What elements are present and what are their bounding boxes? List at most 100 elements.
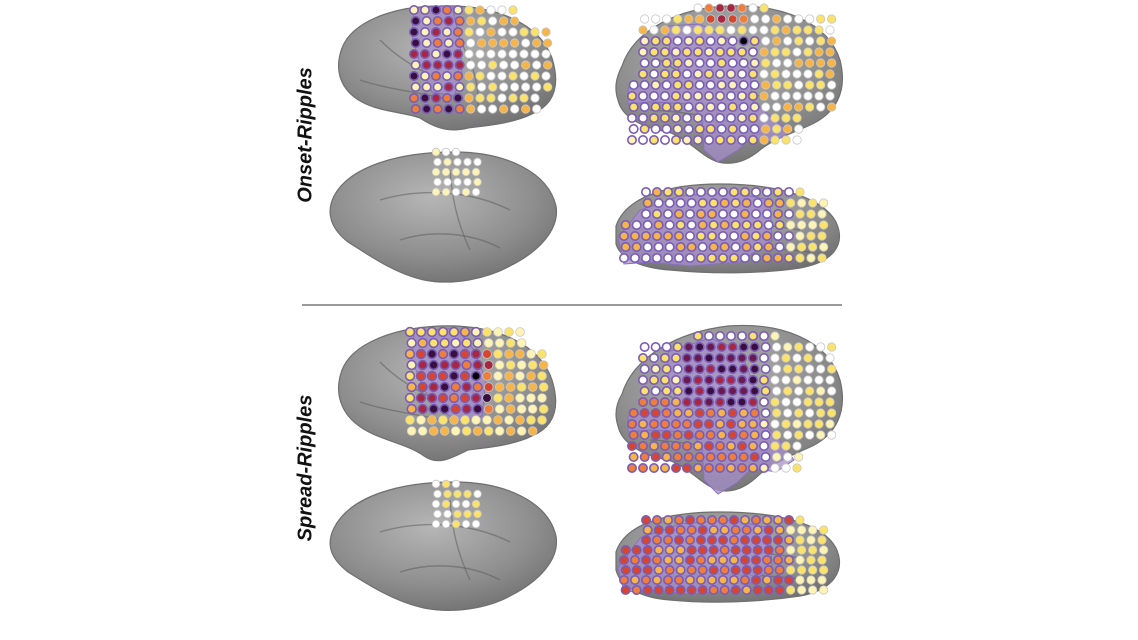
electrode-contact [653, 220, 664, 231]
electrode-contact [673, 231, 684, 242]
electrode-contact [521, 38, 531, 48]
electrode-contact [443, 177, 452, 187]
electrode-contact [758, 352, 769, 363]
electrode-contact [475, 49, 485, 59]
electrode-contact [805, 14, 815, 24]
electrode-contact [672, 124, 683, 135]
electrode-contact [774, 242, 785, 253]
electrode-contact [516, 360, 527, 370]
electrode-contact [805, 36, 815, 46]
electrode-contact [486, 71, 496, 81]
electrode-contact [808, 565, 818, 575]
electrode-contact [432, 15, 443, 26]
electrode-contact [770, 47, 780, 57]
electrode-contact [736, 135, 747, 146]
sulcus-line [359, 79, 451, 101]
electrode-contact [781, 441, 791, 451]
electrode-contact [694, 102, 705, 113]
electrode-contact [716, 57, 727, 68]
electrode-contact [451, 147, 461, 157]
electrode-contact [749, 80, 760, 91]
electrode-contact [648, 352, 659, 363]
electrode-contact [453, 157, 462, 167]
electrode-contact [475, 71, 485, 81]
electrode-contact [803, 353, 813, 363]
sulcus-line [449, 169, 471, 251]
electrode-contact [714, 330, 725, 341]
electrode-contact [686, 544, 697, 555]
electrode-contact [719, 584, 730, 595]
electrode-contact [519, 71, 529, 81]
electrode-contact [803, 25, 813, 35]
electrode-contact [695, 209, 706, 220]
electrode-contact [482, 327, 492, 337]
electrode-contact [716, 341, 727, 352]
electrode-contact [770, 441, 780, 451]
electrode-contact [504, 393, 514, 403]
electrode-contact [497, 93, 507, 103]
electrode-contact [697, 242, 708, 253]
electrode-contact [431, 499, 441, 509]
electrode-contact [410, 82, 421, 93]
electrode-contact [783, 514, 794, 525]
electrode-contact [472, 403, 483, 415]
electrode-contact [759, 91, 769, 101]
electrode-contact [530, 49, 540, 59]
electrode-contact [727, 363, 738, 374]
electrode-contact [692, 374, 703, 385]
electrode-contact [695, 187, 706, 198]
electrode-contact [795, 515, 805, 525]
electrode-contact [760, 407, 771, 418]
electrode-contact [673, 187, 684, 198]
electrode-contact [794, 102, 804, 112]
electrode-contact [705, 407, 716, 418]
electrode-contact [648, 69, 659, 80]
electrode-contact [737, 3, 747, 13]
electrode-contact [651, 574, 662, 585]
electrode-contact [719, 564, 730, 575]
electrode-contact [747, 330, 758, 341]
electrode-contact [783, 231, 794, 242]
electrode-contact [639, 35, 650, 46]
electrode-contact [648, 396, 659, 407]
electrode-contact [662, 554, 673, 565]
electrode-contact [415, 370, 427, 382]
electrode-contact [640, 231, 651, 242]
electrode-contact [659, 462, 670, 473]
electrode-contact [805, 430, 815, 440]
electrode-contact [730, 220, 741, 231]
electrode-contact [651, 231, 662, 242]
electrode-contact [499, 16, 509, 26]
electrode-contact [803, 69, 813, 79]
electrode-contact [741, 544, 752, 555]
electrode-contact [494, 382, 505, 392]
electrode-contact [620, 242, 631, 253]
electrode-contact [703, 462, 714, 473]
electrode-contact [694, 341, 705, 352]
electrode-contact [461, 426, 472, 436]
electrode-contact [428, 337, 439, 349]
electrode-contact [527, 360, 538, 370]
electrode-contact [406, 403, 417, 415]
electrode-contact [747, 69, 758, 80]
electrode-contact [783, 36, 793, 46]
electrode-contact [521, 104, 531, 114]
electrode-contact [816, 80, 826, 90]
electrode-contact [640, 554, 651, 565]
electrode-contact [797, 525, 807, 535]
electrode-contact [451, 499, 461, 509]
electrode-contact [410, 59, 421, 70]
electrode-contact [684, 253, 695, 264]
electrode-contact [770, 135, 780, 145]
electrode-contact [433, 157, 442, 167]
electrode-contact [825, 419, 835, 429]
electrode-contact [727, 80, 738, 91]
electrode-contact [441, 5, 452, 15]
electrode-contact [684, 209, 695, 220]
electrode-contact [781, 397, 791, 407]
electrode-contact [739, 187, 750, 198]
electrode-contact [640, 574, 651, 585]
electrode-contact [761, 58, 771, 68]
electrode-contact [483, 338, 494, 348]
electrode-contact [515, 371, 525, 381]
